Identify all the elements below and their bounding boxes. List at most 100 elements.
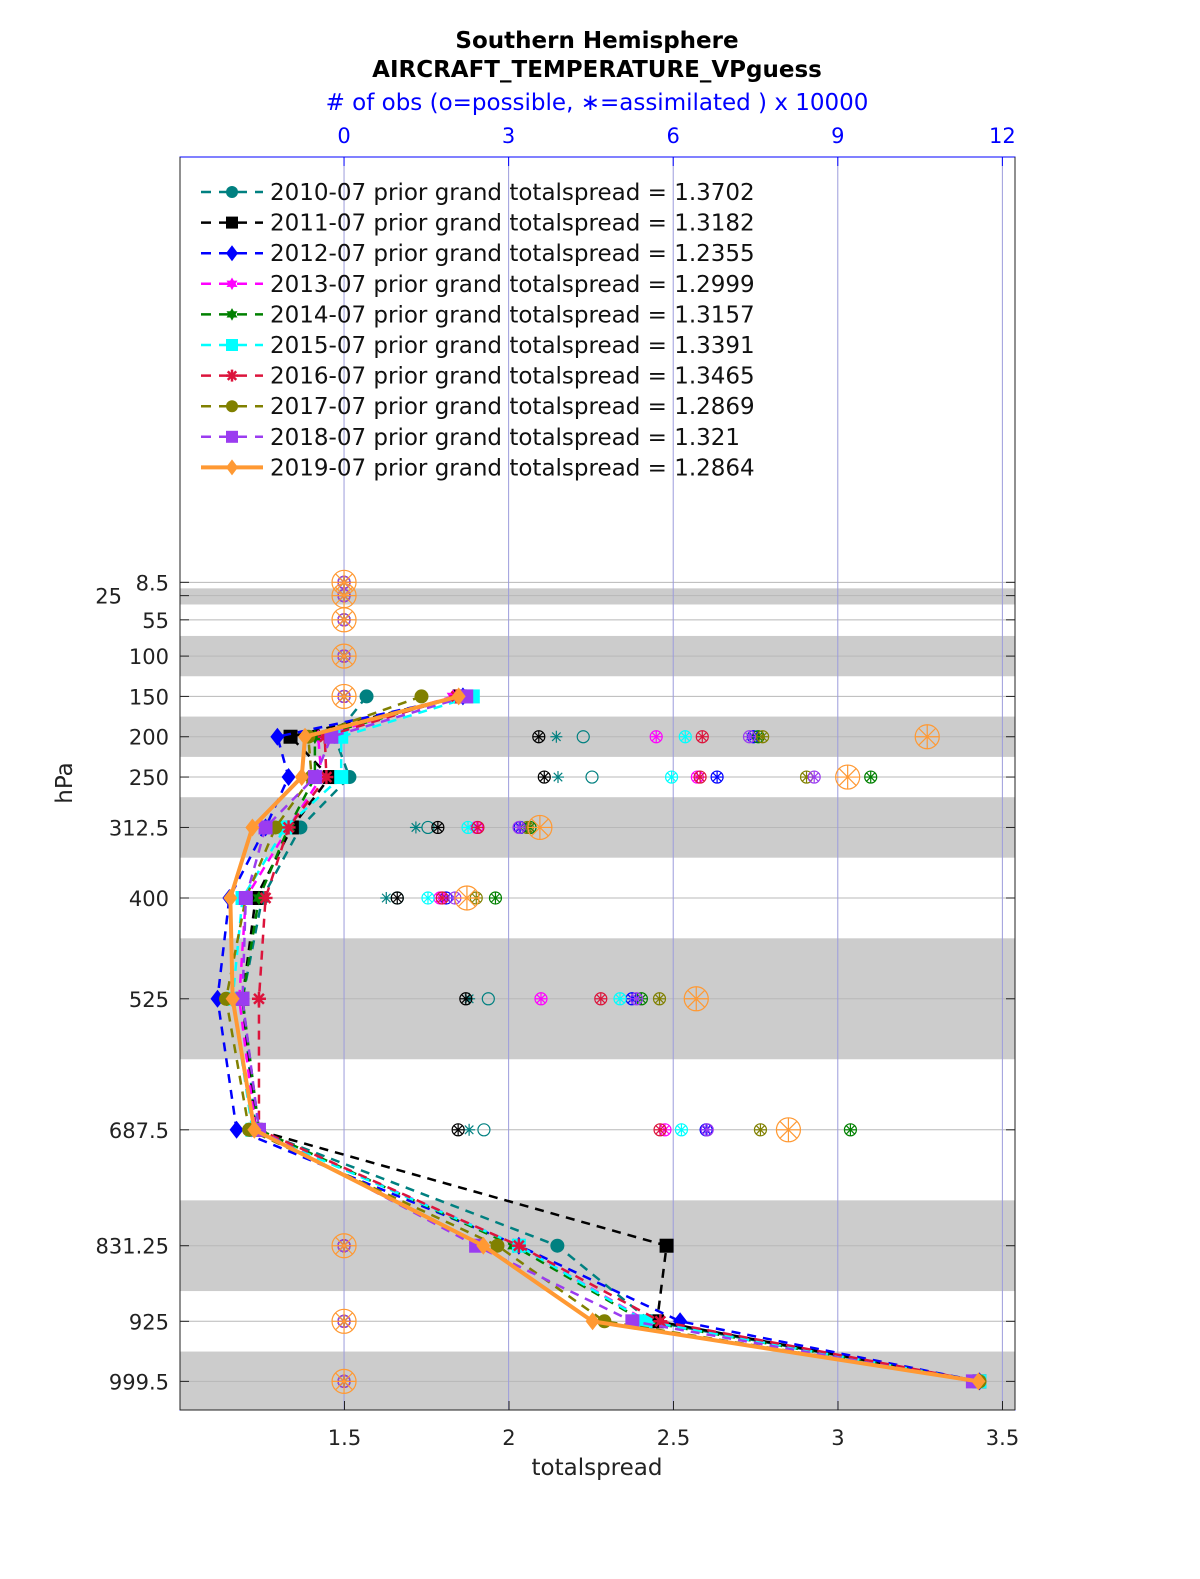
legend-label: 2016-07 prior grand totalspread = 1.3465 — [270, 364, 755, 390]
top-axis-label: # of obs (o=possible, ∗=assimilated ) x … — [326, 90, 869, 116]
asterisk-stroke — [458, 889, 476, 907]
data-point — [490, 1238, 505, 1253]
obs-assimilated-marker — [489, 891, 502, 904]
obs-assimilated-marker — [835, 765, 860, 790]
asterisk-stroke — [551, 732, 562, 742]
obs-assimilated-marker — [409, 821, 422, 834]
obs-assimilated-marker — [653, 992, 666, 1005]
obs-assimilated-marker — [421, 891, 434, 904]
obs-assimilated-marker — [459, 992, 472, 1005]
obs-assimilated-marker — [808, 771, 821, 784]
obs-assimilated-marker — [391, 891, 404, 904]
obs-assimilated-marker — [665, 771, 678, 784]
asterisk-stroke — [335, 687, 353, 706]
y-tick-label: 25 — [95, 585, 122, 609]
asterisk-stroke — [666, 772, 677, 782]
asterisk-stroke — [381, 893, 391, 903]
obs-assimilated-marker — [701, 1123, 714, 1136]
y-tick-label: 400 — [129, 887, 169, 911]
obs-assimilated-marker — [332, 607, 357, 632]
data-point — [334, 770, 349, 785]
obs-assimilated-marker — [452, 1123, 465, 1136]
data-point — [511, 1238, 526, 1253]
legend-label: 2019-07 prior grand totalspread = 1.2864 — [270, 455, 755, 481]
asterisk-stroke — [253, 992, 265, 1005]
obs-assimilated-marker — [754, 1123, 767, 1136]
data-point — [659, 1238, 674, 1253]
y-tick-label: 55 — [142, 609, 169, 633]
obs-possible-marker — [585, 770, 599, 784]
series-9 — [223, 687, 986, 1391]
obs-assimilated-marker — [756, 730, 769, 743]
obs-possible-marker — [481, 992, 495, 1006]
asterisk-stroke — [464, 1125, 474, 1135]
asterisk-stroke — [335, 610, 353, 629]
legend-marker — [226, 216, 238, 229]
data-point — [307, 770, 322, 785]
y-tick-label: 687.5 — [109, 1119, 169, 1143]
legend-label: 2013-07 prior grand totalspread = 1.2999 — [270, 272, 755, 298]
data-point — [294, 768, 309, 787]
data-point — [550, 1238, 565, 1253]
asterisk-stroke — [513, 1239, 525, 1252]
y-tick-label: 999.5 — [109, 1370, 169, 1394]
obs-assimilated-marker — [675, 1123, 688, 1136]
legend-marker — [226, 459, 238, 476]
obs-assimilated-marker — [527, 815, 552, 840]
asterisk-stroke — [655, 1125, 665, 1135]
legend-label: 2012-07 prior grand totalspread = 1.2355 — [270, 241, 755, 267]
obs-assimilated-marker — [454, 885, 479, 910]
obs-assimilated-marker — [650, 730, 663, 743]
data-point — [281, 768, 296, 787]
obs-assimilated-marker — [332, 684, 357, 709]
legend-marker — [226, 400, 238, 413]
data-point — [451, 687, 466, 706]
asterisk-stroke — [680, 732, 690, 742]
legend-marker — [226, 186, 238, 198]
obs-assimilated-marker — [551, 771, 564, 784]
obs-assimilated-marker — [431, 821, 444, 834]
asterisk-stroke — [282, 821, 295, 834]
data-point — [225, 989, 240, 1008]
asterisk-stroke — [259, 892, 272, 904]
series-line — [228, 694, 979, 1384]
legend-marker — [226, 245, 238, 262]
data-point — [258, 820, 273, 835]
obs-assimilated-marker — [711, 771, 724, 784]
asterisk-stroke — [615, 994, 625, 1004]
obs-assimilated-marker — [654, 1123, 667, 1136]
y-tick-label: 8.5 — [136, 571, 169, 595]
plot-area: 8.5 25 55 100 150 200 250 312.5 400 525 687.5 831.2… — [95, 124, 1019, 1450]
data-point — [235, 991, 250, 1006]
asterisk-stroke — [654, 1315, 667, 1328]
obs-assimilated-marker — [694, 771, 707, 784]
asterisk-stroke — [755, 1125, 766, 1135]
obs-possible-marker — [477, 1123, 491, 1137]
series-line — [241, 695, 974, 1383]
asterisk-stroke — [553, 772, 563, 782]
asterisk-stroke — [779, 1120, 798, 1139]
obs-assimilated-marker — [463, 1123, 476, 1136]
y-tick-label: 200 — [129, 726, 169, 750]
obs-assimilated-marker — [743, 730, 756, 743]
legend-label: 2017-07 prior grand totalspread = 1.2869 — [270, 394, 755, 420]
legend-label: 2014-07 prior grand totalspread = 1.3157 — [270, 302, 755, 328]
legend-item: 2018-07 prior grand totalspread = 1.321 — [201, 425, 740, 451]
asterisk-stroke — [809, 772, 819, 782]
obs-assimilated-marker — [844, 1123, 857, 1136]
obs-assimilated-marker — [538, 771, 551, 784]
obs-assimilated-marker — [532, 730, 545, 743]
top-tick-label: 12 — [989, 124, 1016, 148]
obs-assimilated-marker — [332, 1369, 357, 1394]
data-point — [270, 727, 285, 746]
asterisk-stroke — [335, 1236, 353, 1255]
asterisk-stroke — [866, 772, 876, 782]
asterisk-stroke — [392, 893, 402, 903]
asterisk-stroke — [226, 370, 238, 381]
top-tick-label: 6 — [667, 124, 680, 148]
y-tick-label: 100 — [129, 645, 169, 669]
series-line — [241, 695, 980, 1383]
asterisk-stroke — [651, 732, 661, 742]
x-tick-label: 1.5 — [328, 1426, 361, 1450]
